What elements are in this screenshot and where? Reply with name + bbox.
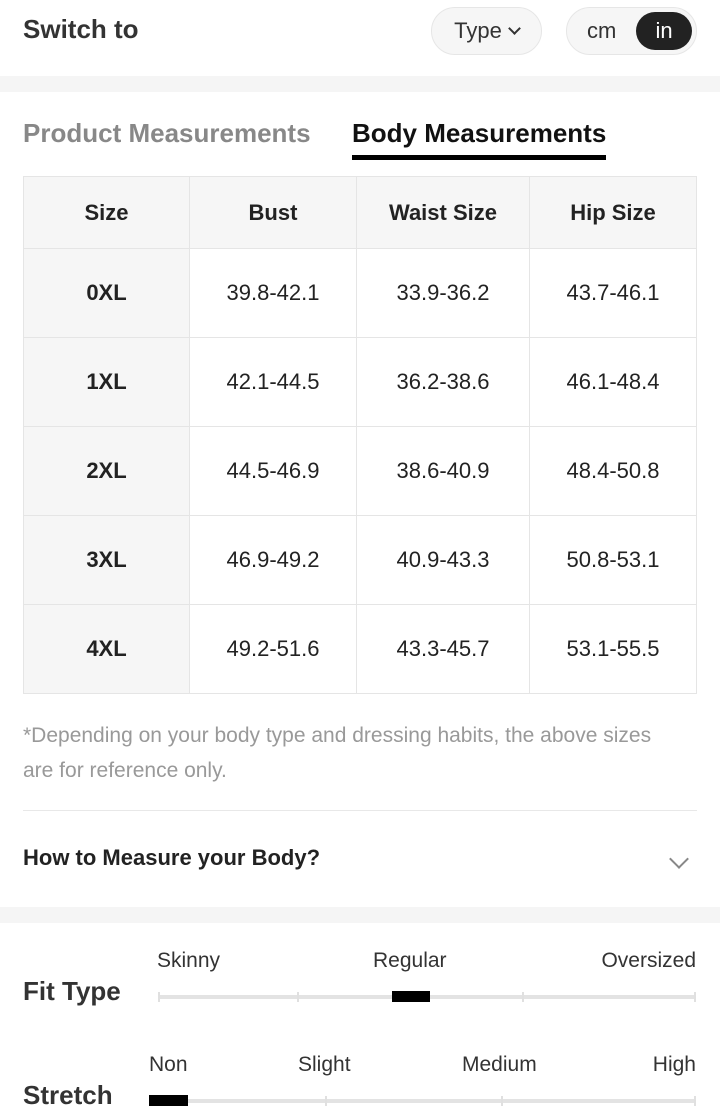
fit-option: Regular bbox=[373, 949, 447, 972]
measurement-cell: 38.6-40.9 bbox=[356, 426, 530, 516]
section-divider bbox=[0, 76, 720, 92]
stretch-label: Stretch bbox=[23, 1080, 113, 1110]
table-row: 1XL 42.1-44.5 36.2-38.6 46.1-48.4 bbox=[23, 337, 697, 427]
stretch-scale bbox=[149, 1095, 696, 1106]
column-header: Hip Size bbox=[529, 176, 697, 249]
type-dropdown[interactable]: Type bbox=[431, 7, 542, 55]
fit-type-scale bbox=[158, 991, 696, 1002]
unit-in[interactable]: in bbox=[636, 12, 692, 50]
measurement-cell: 46.1-48.4 bbox=[529, 337, 697, 427]
divider bbox=[23, 810, 697, 811]
size-cell: 3XL bbox=[23, 515, 190, 605]
measurement-cell: 39.8-42.1 bbox=[189, 248, 357, 338]
measurement-cell: 43.7-46.1 bbox=[529, 248, 697, 338]
measurement-cell: 40.9-43.3 bbox=[356, 515, 530, 605]
column-header: Bust bbox=[189, 176, 357, 249]
column-header: Waist Size bbox=[356, 176, 530, 249]
fit-type-label: Fit Type bbox=[23, 976, 121, 1006]
how-to-measure-toggle[interactable]: How to Measure your Body? bbox=[23, 845, 321, 870]
measurement-cell: 46.9-49.2 bbox=[189, 515, 357, 605]
measurement-cell: 44.5-46.9 bbox=[189, 426, 357, 516]
reference-note: *Depending on your body type and dressin… bbox=[23, 724, 652, 782]
size-table: Size Bust Waist Size Hip Size 0XL 39.8-42… bbox=[23, 176, 697, 694]
stretch-option: Slight bbox=[298, 1053, 351, 1076]
switch-to-label: Switch to bbox=[23, 14, 139, 44]
measurement-cell: 42.1-44.5 bbox=[189, 337, 357, 427]
measurement-cell: 50.8-53.1 bbox=[529, 515, 697, 605]
stretch-option: Non bbox=[149, 1053, 188, 1076]
size-cell: 2XL bbox=[23, 426, 190, 516]
table-row: 0XL 39.8-42.1 33.9-36.2 43.7-46.1 bbox=[23, 248, 697, 338]
measurement-cell: 48.4-50.8 bbox=[529, 426, 697, 516]
table-row: 2XL 44.5-46.9 38.6-40.9 48.4-50.8 bbox=[23, 426, 697, 516]
table-row: 4XL 49.2-51.6 43.3-45.7 53.1-55.5 bbox=[23, 604, 697, 694]
size-cell: 0XL bbox=[23, 248, 190, 338]
measurement-cell: 43.3-45.7 bbox=[356, 604, 530, 694]
size-cell: 1XL bbox=[23, 337, 190, 427]
fit-option: Oversized bbox=[601, 949, 696, 972]
size-cell: 4XL bbox=[23, 604, 190, 694]
measurement-cell: 33.9-36.2 bbox=[356, 248, 530, 338]
column-header: Size bbox=[23, 176, 190, 249]
chevron-down-icon bbox=[507, 22, 521, 35]
type-label: Type bbox=[454, 18, 502, 43]
fit-option: Skinny bbox=[157, 949, 221, 972]
fit-type-marker bbox=[392, 991, 430, 1002]
measurement-cell: 53.1-55.5 bbox=[529, 604, 697, 694]
measurement-cell: 36.2-38.6 bbox=[356, 337, 530, 427]
tab-body-measurements[interactable]: Body Measurements bbox=[352, 118, 607, 160]
stretch-option: Medium bbox=[462, 1053, 537, 1076]
measurement-cell: 49.2-51.6 bbox=[189, 604, 357, 694]
tab-product-measurements[interactable]: Product Measurements bbox=[23, 118, 311, 148]
section-divider bbox=[0, 907, 720, 923]
stretch-marker bbox=[149, 1095, 188, 1106]
stretch-option: High bbox=[652, 1053, 696, 1076]
chevron-down-icon[interactable] bbox=[669, 849, 689, 869]
unit-cm[interactable]: cm bbox=[587, 18, 617, 43]
unit-toggle[interactable]: cm in bbox=[566, 7, 697, 55]
table-row: 3XL 46.9-49.2 40.9-43.3 50.8-53.1 bbox=[23, 515, 697, 605]
